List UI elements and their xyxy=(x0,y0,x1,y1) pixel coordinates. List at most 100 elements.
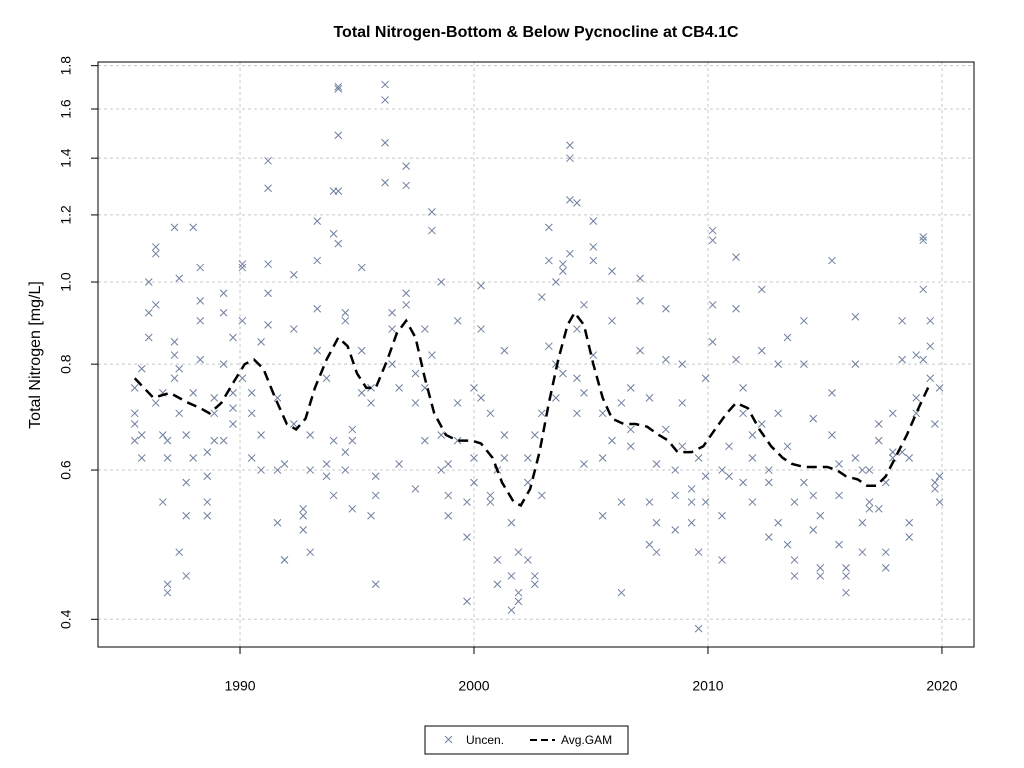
data-point xyxy=(334,131,343,140)
data-point xyxy=(189,454,198,462)
data-point xyxy=(203,511,212,520)
data-point xyxy=(842,572,850,580)
data-point xyxy=(573,325,581,333)
data-point xyxy=(545,223,553,232)
data-point xyxy=(580,389,588,397)
data-point xyxy=(748,498,757,506)
data-point xyxy=(381,80,389,89)
data-point xyxy=(402,289,410,298)
data-point xyxy=(764,533,773,542)
data-point xyxy=(175,409,184,418)
data-point xyxy=(828,431,836,439)
data-point xyxy=(151,399,160,407)
data-point xyxy=(238,260,247,268)
data-point xyxy=(566,154,574,163)
data-point xyxy=(470,384,478,392)
data-point xyxy=(341,448,350,456)
x-tick-label: 2010 xyxy=(692,678,723,694)
data-point xyxy=(851,360,860,369)
data-point xyxy=(463,498,471,506)
data-point xyxy=(381,96,389,104)
y-tick-label: 1.0 xyxy=(58,272,74,292)
data-point xyxy=(175,548,184,557)
data-point xyxy=(411,369,420,378)
data-point xyxy=(573,198,581,207)
data-point xyxy=(718,556,726,564)
data-point xyxy=(203,498,212,506)
data-point xyxy=(566,249,574,258)
data-point xyxy=(678,399,687,407)
data-point xyxy=(858,466,867,474)
data-point xyxy=(371,491,380,500)
data-point xyxy=(247,409,256,418)
data-point xyxy=(739,478,747,487)
data-point xyxy=(170,223,179,232)
data-point xyxy=(182,572,191,580)
data-point xyxy=(774,518,783,527)
legend: Uncen. Avg.GAM xyxy=(424,725,629,755)
data-point xyxy=(608,267,616,275)
data-point xyxy=(470,454,478,462)
data-point xyxy=(322,472,331,481)
data-point xyxy=(514,597,523,606)
data-point xyxy=(470,478,478,487)
data-point xyxy=(306,548,315,557)
data-point xyxy=(402,162,410,170)
data-point xyxy=(919,285,928,294)
data-point xyxy=(210,409,219,418)
data-point xyxy=(170,337,179,346)
data-point xyxy=(687,518,696,527)
data-point xyxy=(437,431,446,439)
data-point xyxy=(566,196,574,204)
data-point xyxy=(589,217,598,225)
data-point xyxy=(486,409,495,418)
data-point xyxy=(842,563,850,572)
data-point xyxy=(748,431,757,439)
data-point xyxy=(708,300,717,309)
data-point xyxy=(170,374,179,383)
data-point xyxy=(348,436,357,445)
data-point xyxy=(888,454,897,462)
data-point xyxy=(678,360,687,369)
data-point xyxy=(905,518,914,527)
data-point xyxy=(219,436,228,445)
data-point xyxy=(395,460,403,468)
data-point xyxy=(835,460,843,468)
data-point xyxy=(757,420,766,428)
data-point xyxy=(486,498,495,506)
data-point xyxy=(238,316,247,325)
data-point xyxy=(280,460,289,468)
data-point xyxy=(514,588,523,597)
data-point xyxy=(783,540,792,549)
data-point xyxy=(264,184,272,193)
y-tick-label: 1.6 xyxy=(58,99,74,119)
data-point xyxy=(732,355,740,364)
data-point xyxy=(163,436,172,445)
data-point xyxy=(694,548,703,557)
x-tick-label: 2020 xyxy=(926,678,957,694)
data-point xyxy=(289,270,298,279)
data-point xyxy=(559,260,567,268)
data-point xyxy=(718,511,726,520)
data-point xyxy=(219,289,228,298)
data-point xyxy=(306,431,315,439)
data-point xyxy=(229,389,237,397)
data-point xyxy=(247,389,256,397)
data-point xyxy=(444,491,453,500)
data-point xyxy=(931,420,939,428)
data-point xyxy=(708,226,717,235)
data-point xyxy=(348,425,357,434)
data-point xyxy=(357,389,366,397)
data-point xyxy=(898,316,907,325)
data-point xyxy=(652,518,661,527)
data-point xyxy=(816,572,825,580)
data-point xyxy=(273,466,282,474)
data-point xyxy=(348,504,357,513)
data-point xyxy=(130,384,139,392)
data-point xyxy=(739,384,747,392)
data-point xyxy=(196,316,205,325)
legend-label: Avg.GAM xyxy=(561,733,612,747)
data-point xyxy=(299,504,308,513)
data-point xyxy=(238,263,247,272)
